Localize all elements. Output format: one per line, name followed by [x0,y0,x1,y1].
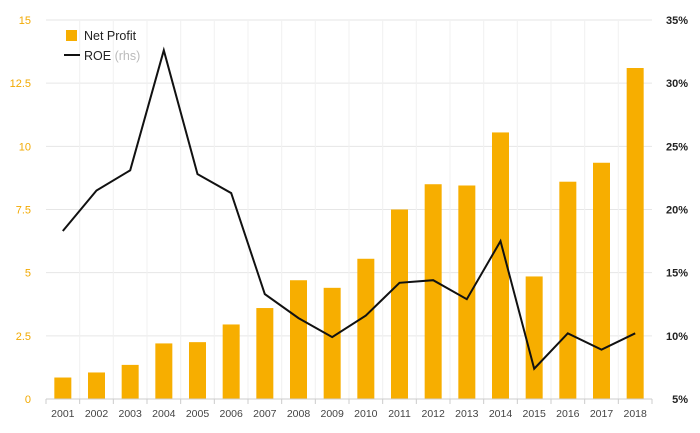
x-tick-label: 2010 [354,408,378,420]
axes: 0 5% 2.5 10% 5 15% 7.5 20% 10 25% 12.5 30% 15 35% 2001… [10,15,689,420]
bar [155,343,173,399]
x-tick-label: 2017 [590,408,614,420]
x-tick-label: 2018 [623,408,647,420]
y-right-tick-label: 20% [666,205,688,217]
bar [121,364,139,399]
line-series [62,46,636,371]
x-tick-label: 2014 [489,408,513,420]
bar [88,372,105,399]
x-tick-label: 2006 [219,408,243,420]
bar [559,181,577,399]
y-right-tick-label: 5% [672,394,688,406]
y-right-tick-label: 15% [666,268,688,280]
legend-swatch-bar [66,30,77,41]
gridlines [46,19,652,399]
bar [626,68,644,400]
bar [222,324,240,399]
legend-label: Net Profit [84,29,137,43]
x-tick-label: 2008 [287,408,311,420]
bar [54,377,72,399]
y-left-tick-label: 10 [19,141,31,153]
bar [525,276,543,399]
x-tick-label: 2002 [85,408,109,420]
bar [323,287,341,399]
roe-line [62,46,636,371]
x-tick-label: 2009 [320,408,344,420]
y-left-tick-label: 0 [25,394,31,406]
x-tick-label: 2007 [253,408,277,420]
y-right-tick-label: 35% [666,15,688,27]
bar [256,308,274,399]
x-tick-label: 2011 [388,408,411,420]
y-left-tick-label: 12.5 [10,78,31,90]
x-tick-label: 2005 [186,408,210,420]
y-right-tick-label: 10% [666,331,688,343]
y-left-tick-label: 5 [25,268,31,280]
x-tick-label: 2016 [556,408,580,420]
legend-label: ROE (rhs) [84,49,140,63]
y-left-tick-label: 2.5 [16,331,31,343]
x-tick-label: 2004 [152,408,176,420]
y-left-tick-label: 7.5 [16,205,31,217]
legend-suffix: (rhs) [115,49,141,63]
bar [357,258,375,399]
bar [458,185,476,399]
bar [424,184,442,399]
y-left-tick-label: 15 [19,15,31,27]
x-tick-label: 2001 [51,408,75,420]
y-right-tick-label: 25% [666,141,688,153]
x-tick-label: 2003 [118,408,142,420]
x-tick-label: 2013 [455,408,479,420]
legend: Net Profit ROE (rhs) [64,29,140,63]
bar-series [54,68,644,400]
bar [189,342,206,399]
y-right-tick-label: 30% [666,78,688,90]
x-tick-label: 2012 [421,408,445,420]
bar [290,280,307,399]
x-tick-label: 2015 [522,408,546,420]
bar [391,209,408,399]
bar [492,132,509,400]
bar [593,162,610,399]
